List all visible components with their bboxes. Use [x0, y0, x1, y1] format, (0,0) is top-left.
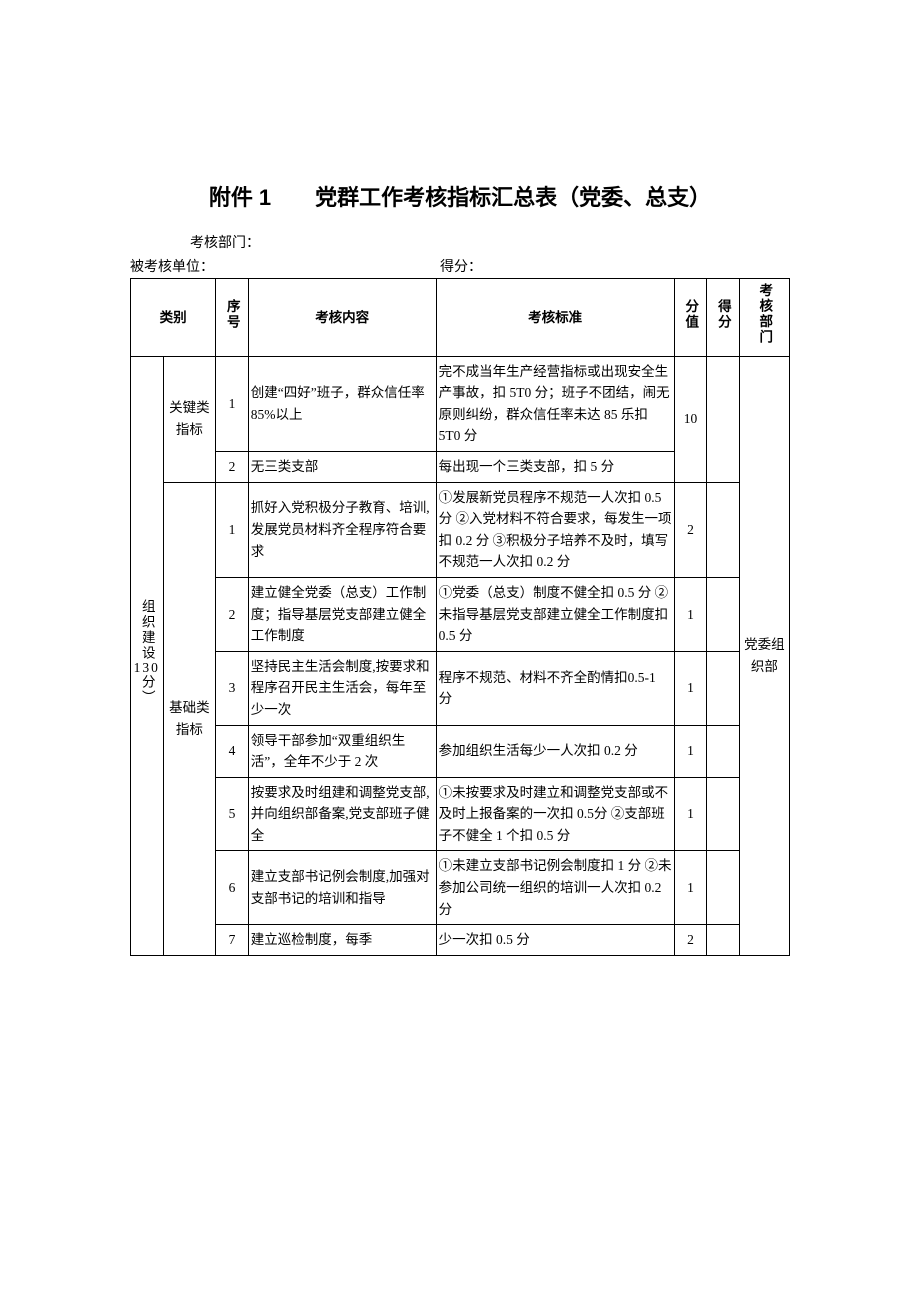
got-cell — [707, 925, 740, 956]
content-cell: 建立巡检制度，每季 — [248, 925, 436, 956]
meta-score: 得分： — [440, 256, 482, 276]
seq-cell: 6 — [216, 851, 249, 925]
standard-cell: 少一次扣 0.5 分 — [436, 925, 674, 956]
meta-row2: 被考核单位： 得分： — [130, 256, 790, 276]
cat2-key: 关键类指标 — [163, 356, 216, 482]
seq-cell: 4 — [216, 725, 249, 777]
got-cell — [707, 482, 740, 577]
meta-assessor: 考核部门： — [130, 232, 790, 252]
standard-cell: 参加组织生活每少一人次扣 0.2 分 — [436, 725, 674, 777]
th-seq: 序号 — [216, 279, 249, 357]
score-cell: 1 — [674, 725, 707, 777]
got-cell — [707, 651, 740, 725]
table-header-row: 类别 序号 考核内容 考核标准 分值 得分 考核部门 — [131, 279, 790, 357]
content-cell: 按要求及时组建和调整党支部,并向组织部备案,党支部班子健全 — [248, 777, 436, 851]
cat1-cell: 组织建设130分） — [131, 356, 164, 955]
th-score: 分值 — [674, 279, 707, 357]
th-dept: 考核部门 — [739, 279, 789, 357]
table-row: 4 领导干部参加“双重组织生活”，全年不少于 2 次 参加组织生活每少一人次扣 … — [131, 725, 790, 777]
table-row: 7 建立巡检制度，每季 少一次扣 0.5 分 2 — [131, 925, 790, 956]
seq-cell: 3 — [216, 651, 249, 725]
got-cell — [707, 356, 740, 482]
score-cell: 1 — [674, 777, 707, 851]
th-content: 考核内容 — [248, 279, 436, 357]
content-cell: 创建“四好”班子，群众信任率 85%以上 — [248, 356, 436, 451]
standard-cell: ①发展新党员程序不规范一人次扣 0.5 分 ②入党材料不符合要求，每发生一项扣 … — [436, 482, 674, 577]
content-cell: 领导干部参加“双重组织生活”，全年不少于 2 次 — [248, 725, 436, 777]
seq-cell: 5 — [216, 777, 249, 851]
got-cell — [707, 851, 740, 925]
th-category: 类别 — [131, 279, 216, 357]
table-row: 3 坚持民主生活会制度,按要求和程序召开民主生活会，每年至少一次 程序不规范、材… — [131, 651, 790, 725]
seq-cell: 2 — [216, 577, 249, 651]
table-row: 基础类指标 1 抓好入党积极分子教育、培训,发展党员材料齐全程序符合要求 ①发展… — [131, 482, 790, 577]
seq-cell: 1 — [216, 482, 249, 577]
standard-cell: ①党委（总支）制度不健全扣 0.5 分 ②未指导基层党支部建立健全工作制度扣 0… — [436, 577, 674, 651]
standard-cell: 完不成当年生产经营指标或出现安全生产事故，扣 5T0 分；班子不团结，闹无原则纠… — [436, 356, 674, 451]
content-cell: 抓好入党积极分子教育、培训,发展党员材料齐全程序符合要求 — [248, 482, 436, 577]
table-row: 5 按要求及时组建和调整党支部,并向组织部备案,党支部班子健全 ①未按要求及时建… — [131, 777, 790, 851]
th-standard: 考核标准 — [436, 279, 674, 357]
score-cell: 10 — [674, 356, 707, 482]
table-row: 6 建立支部书记例会制度,加强对支部书记的培训和指导 ①未建立支部书记例会制度扣… — [131, 851, 790, 925]
score-cell: 1 — [674, 651, 707, 725]
dept-cell: 党委组织部 — [739, 356, 789, 955]
cat2-base: 基础类指标 — [163, 482, 216, 955]
content-cell: 无三类支部 — [248, 451, 436, 482]
seq-cell: 2 — [216, 451, 249, 482]
standard-cell: ①未建立支部书记例会制度扣 1 分 ②未参加公司统一组织的培训一人次扣 0.2 … — [436, 851, 674, 925]
score-cell: 1 — [674, 851, 707, 925]
th-got: 得分 — [707, 279, 740, 357]
page-title: 附件 1 党群工作考核指标汇总表（党委、总支） — [130, 180, 790, 212]
score-cell: 1 — [674, 577, 707, 651]
score-cell: 2 — [674, 925, 707, 956]
got-cell — [707, 725, 740, 777]
score-cell: 2 — [674, 482, 707, 577]
seq-cell: 1 — [216, 356, 249, 451]
standard-cell: 每出现一个三类支部，扣 5 分 — [436, 451, 674, 482]
content-cell: 坚持民主生活会制度,按要求和程序召开民主生活会，每年至少一次 — [248, 651, 436, 725]
content-cell: 建立健全党委（总支）工作制度；指导基层党支部建立健全工作制度 — [248, 577, 436, 651]
table-row: 2 建立健全党委（总支）工作制度；指导基层党支部建立健全工作制度 ①党委（总支）… — [131, 577, 790, 651]
got-cell — [707, 777, 740, 851]
content-cell: 建立支部书记例会制度,加强对支部书记的培训和指导 — [248, 851, 436, 925]
assessment-table: 类别 序号 考核内容 考核标准 分值 得分 考核部门 组织建设130分） 关键类… — [130, 278, 790, 956]
meta-unit: 被考核单位： — [130, 256, 440, 276]
standard-cell: ①未按要求及时建立和调整党支部或不及时上报备案的一次扣 0.5分 ②支部班子不健… — [436, 777, 674, 851]
standard-cell: 程序不规范、材料不齐全酌情扣0.5-1 分 — [436, 651, 674, 725]
seq-cell: 7 — [216, 925, 249, 956]
table-row: 组织建设130分） 关键类指标 1 创建“四好”班子，群众信任率 85%以上 完… — [131, 356, 790, 451]
got-cell — [707, 577, 740, 651]
